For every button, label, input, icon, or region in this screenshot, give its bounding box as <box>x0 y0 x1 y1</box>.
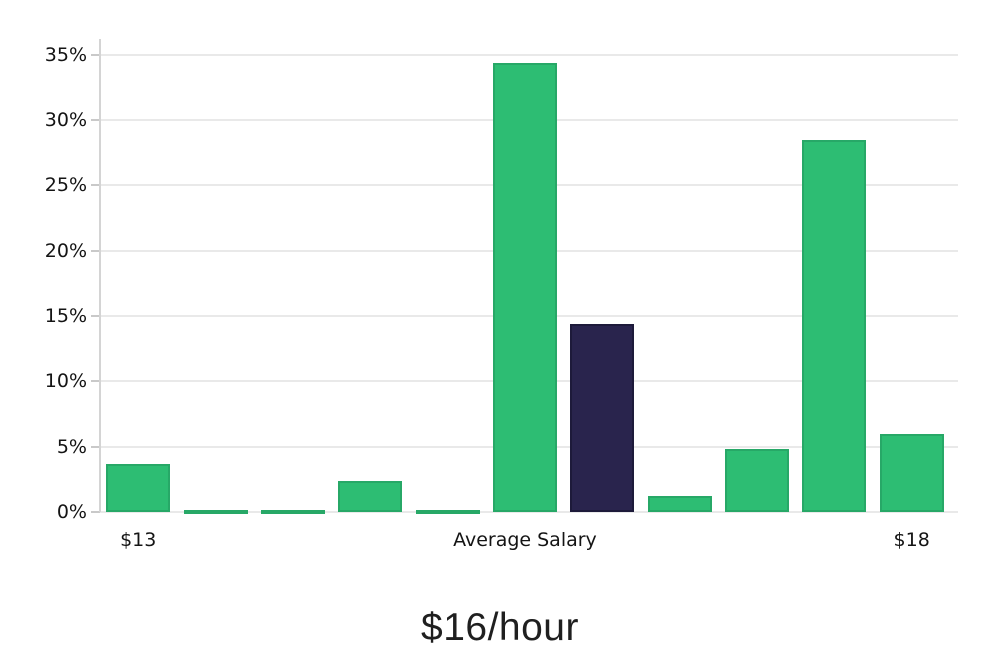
y-tick-label: 5% <box>56 435 87 458</box>
x-tick-label: $18 <box>893 529 930 551</box>
y-tick-label: 20% <box>44 239 87 262</box>
chart-title: $16/hour <box>421 606 579 649</box>
y-axis-tick <box>91 445 100 448</box>
y-tick-label: 15% <box>44 305 87 327</box>
bar <box>338 480 403 512</box>
bar <box>725 449 789 512</box>
y-axis-spine <box>99 39 101 512</box>
y-tick-label: 10% <box>44 370 87 393</box>
y-gridline <box>100 511 958 513</box>
bar <box>260 510 325 514</box>
y-gridline <box>100 53 958 56</box>
bar-highlighted <box>570 323 635 512</box>
y-tick-label: 30% <box>44 109 87 131</box>
bar <box>492 62 557 512</box>
bar <box>415 510 480 514</box>
y-tick-label: 0% <box>56 501 87 523</box>
bar <box>879 433 944 512</box>
x-tick-label: $13 <box>120 529 157 551</box>
y-axis-tick <box>91 249 100 252</box>
bar <box>647 496 712 512</box>
y-axis-tick <box>91 53 100 56</box>
y-axis-tick <box>91 380 100 383</box>
bar <box>802 139 867 512</box>
bar <box>183 510 248 514</box>
y-axis-tick <box>91 511 100 513</box>
y-axis-tick <box>91 119 100 121</box>
bar <box>106 463 171 512</box>
y-axis-tick <box>91 184 100 187</box>
y-tick-label: 25% <box>44 174 87 197</box>
x-tick-label: Average Salary <box>453 529 597 551</box>
y-tick-label: 35% <box>44 43 87 66</box>
y-axis-tick <box>91 315 100 317</box>
